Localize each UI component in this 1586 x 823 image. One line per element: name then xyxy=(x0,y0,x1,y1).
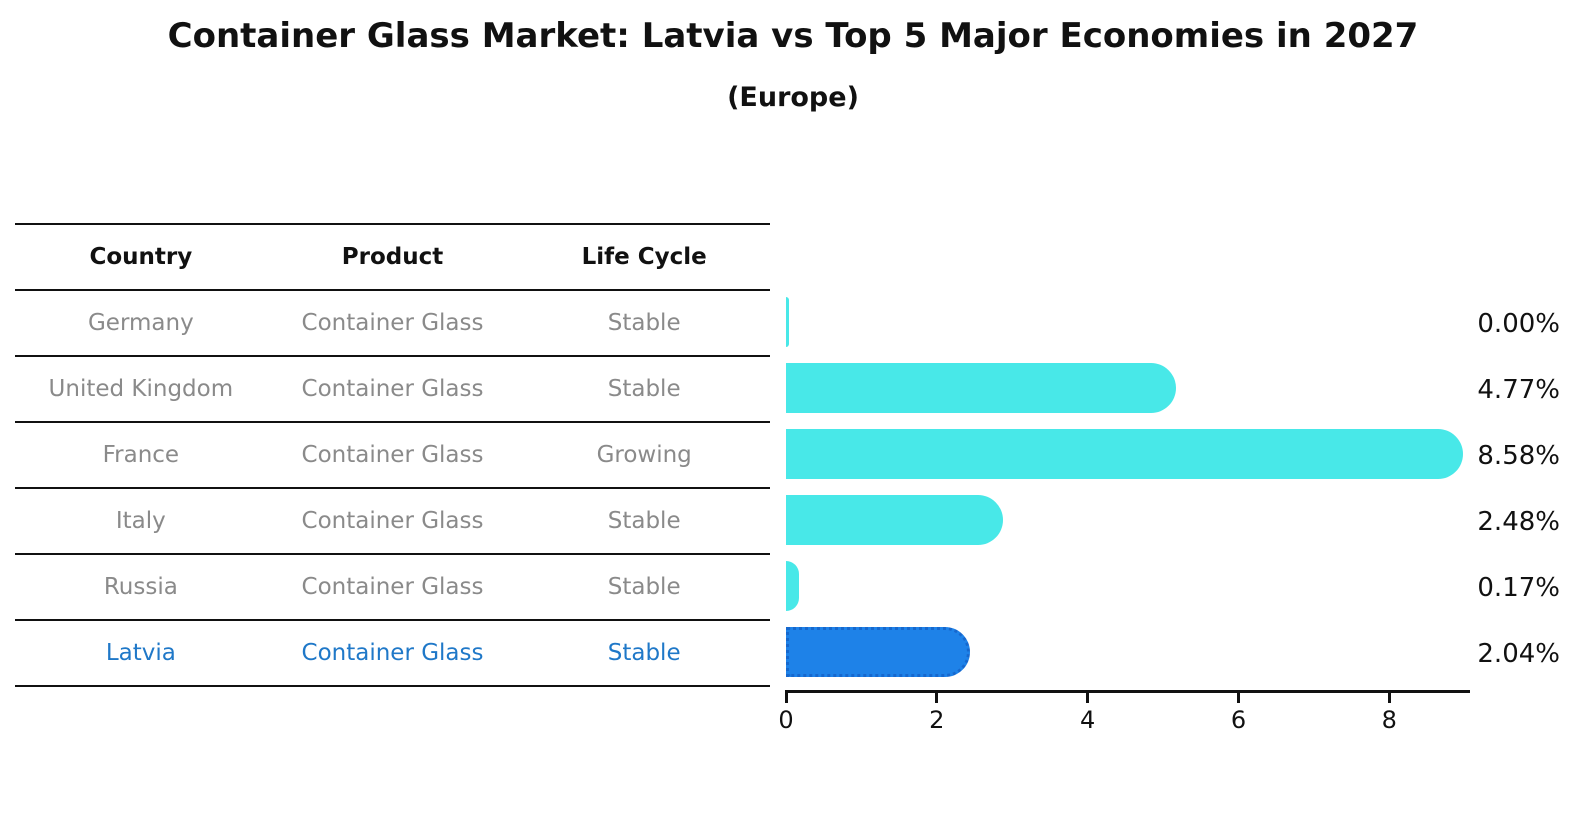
table-cell-country: United Kingdom xyxy=(48,376,234,402)
table-cell-life-cycle: Growing xyxy=(596,442,692,468)
table-row: United Kingdom Container Glass Stable xyxy=(15,357,770,423)
value-label-germany: 0.00% xyxy=(1477,309,1560,339)
table-header-row: Country Product Life Cycle xyxy=(15,223,770,291)
x-tick-label-0: 0 xyxy=(778,706,794,734)
country-table: Country Product Life Cycle Germany Container… xyxy=(15,223,770,687)
x-tick-label-2: 2 xyxy=(929,706,945,734)
value-label-france: 8.58% xyxy=(1477,441,1560,471)
bar-germany xyxy=(786,297,789,347)
table-cell-country: Latvia xyxy=(105,640,176,666)
table-cell-product: Container Glass xyxy=(301,442,484,468)
table-cell-product: Container Glass xyxy=(301,508,484,534)
bar-italy xyxy=(786,495,1004,545)
table-cell-life-cycle: Stable xyxy=(607,574,681,600)
x-tick-2 xyxy=(935,690,939,703)
x-tick-label-6: 6 xyxy=(1230,706,1247,734)
x-tick-label-8: 8 xyxy=(1381,706,1397,734)
value-label-russia: 0.17% xyxy=(1477,573,1560,603)
x-tick-4 xyxy=(1086,690,1090,703)
table-cell-country: France xyxy=(102,442,180,468)
table-row: Latvia Container Glass Stable xyxy=(15,621,770,687)
value-label-united-kingdom: 4.77% xyxy=(1477,375,1560,405)
table-row: Germany Container Glass Stable xyxy=(15,291,770,357)
table-row: France Container Glass Growing xyxy=(15,423,770,489)
x-tick-8 xyxy=(1387,690,1391,703)
chart-title: Container Glass Market: Latvia vs Top 5 … xyxy=(167,16,1419,56)
table-cell-product: Container Glass xyxy=(301,574,484,600)
table-row: Russia Container Glass Stable xyxy=(15,555,770,621)
table-cell-life-cycle: Stable xyxy=(607,508,681,534)
table-cell-life-cycle: Stable xyxy=(607,376,681,402)
x-tick-6 xyxy=(1236,690,1240,703)
table-cell-country: Germany xyxy=(87,310,194,336)
bar-united-kingdom xyxy=(786,363,1176,413)
table-header-cell-product: Product xyxy=(341,244,444,270)
table-cell-life-cycle: Stable xyxy=(607,310,681,336)
table-cell-product: Container Glass xyxy=(301,310,484,336)
x-axis-line xyxy=(786,690,1470,693)
value-label-italy: 2.48% xyxy=(1477,507,1560,537)
table-cell-product: Container Glass xyxy=(301,640,484,666)
table-cell-product: Container Glass xyxy=(301,376,484,402)
table-header-cell-country: Country xyxy=(89,244,193,270)
bar-russia xyxy=(786,561,799,611)
table-cell-country: Italy xyxy=(115,508,166,534)
x-tick-label-4: 4 xyxy=(1080,706,1096,734)
table-row: Italy Container Glass Stable xyxy=(15,489,770,555)
x-tick-0 xyxy=(784,690,788,703)
chart-subtitle: (Europe) xyxy=(727,82,859,113)
bar-france xyxy=(786,429,1464,479)
table-cell-life-cycle: Stable xyxy=(607,640,681,666)
bar-highlight-latvia xyxy=(786,627,970,677)
value-label-latvia: 2.04% xyxy=(1477,639,1560,669)
table-header-cell-life-cycle: Life Cycle xyxy=(581,244,707,270)
table-cell-country: Russia xyxy=(103,574,178,600)
